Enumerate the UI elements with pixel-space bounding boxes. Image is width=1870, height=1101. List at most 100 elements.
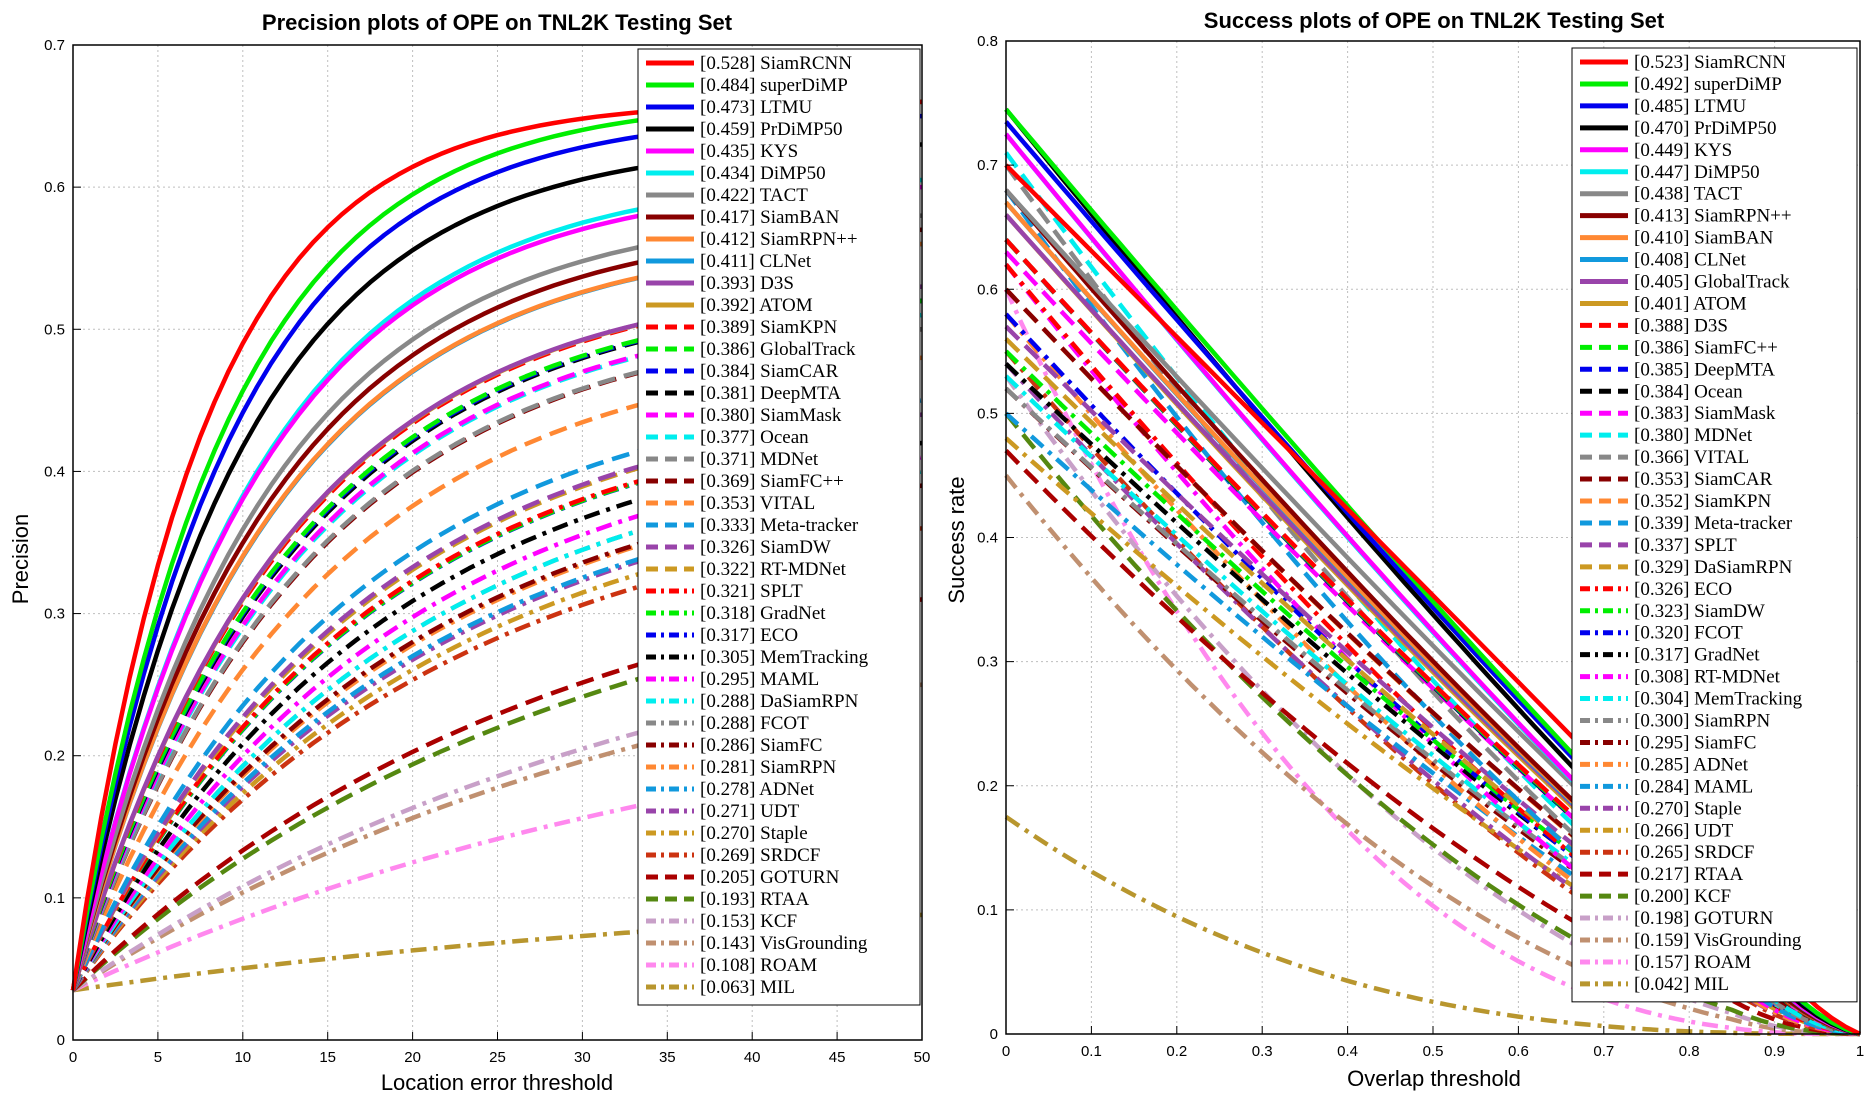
y-tick-label: 0.4 [44, 463, 65, 480]
legend-entry: [0.393] D3S [700, 273, 794, 294]
legend-entry: [0.473] LTMU [700, 97, 813, 118]
legend-entry: [0.353] VITAL [700, 493, 815, 514]
legend-entry: [0.377] Ocean [700, 427, 809, 448]
y-tick-label: 0.4 [977, 530, 998, 547]
x-tick-label: 35 [659, 1049, 676, 1066]
legend-entry: [0.271] UDT [700, 801, 800, 822]
legend-entry: [0.523] SiamRCNN [1634, 52, 1786, 73]
y-tick-label: 0 [57, 1032, 65, 1049]
y-tick-label: 0.7 [44, 37, 65, 54]
legend-entry: [0.366] VITAL [1634, 447, 1749, 468]
legend-entry: [0.270] Staple [700, 823, 808, 844]
legend-entry: [0.321] SPLT [700, 581, 803, 602]
legend-entry: [0.159] VisGrounding [1634, 930, 1802, 951]
legend-entry: [0.492] superDiMP [1634, 74, 1782, 95]
legend-entry: [0.317] GradNet [1634, 645, 1760, 666]
x-tick-label: 0.1 [1081, 1043, 1102, 1060]
x-tick-label: 15 [319, 1049, 336, 1066]
legend-entry: [0.157] ROAM [1634, 952, 1751, 973]
precision-x-axis-label: Location error threshold [381, 1070, 613, 1095]
legend-entry: [0.063] MIL [700, 977, 795, 998]
x-tick-label: 1 [1856, 1043, 1864, 1060]
legend-entry: [0.205] GOTURN [700, 867, 840, 888]
legend-entry: [0.284] MAML [1634, 776, 1753, 797]
legend-entry: [0.308] RT-MDNet [1634, 667, 1781, 688]
y-tick-label: 0.2 [977, 778, 998, 795]
y-tick-label: 0.2 [44, 748, 65, 765]
legend-entry: [0.143] VisGrounding [700, 933, 868, 954]
x-tick-label: 0.8 [1679, 1043, 1700, 1060]
series-line [1004, 349, 1861, 1037]
legend-entry: [0.270] Staple [1634, 798, 1742, 819]
legend-entry: [0.329] DaSiamRPN [1634, 557, 1793, 578]
legend-entry: [0.305] MemTracking [700, 647, 869, 668]
legend-entry: [0.318] GradNet [700, 603, 826, 624]
legend-entry: [0.281] SiamRPN [700, 757, 836, 778]
legend-entry: [0.198] GOTURN [1634, 908, 1774, 929]
legend-entry: [0.193] RTAA [700, 889, 809, 910]
legend-entry: [0.352] SiamKPN [1634, 491, 1772, 512]
legend-entry: [0.470] PrDiMP50 [1634, 118, 1777, 139]
series-line [1004, 411, 1861, 1037]
x-tick-label: 0.2 [1166, 1043, 1187, 1060]
precision-y-axis-label: Precision [8, 514, 33, 604]
series-line [70, 327, 923, 992]
success-ticks: 0 0.1 0.2 0.3 0.4 0.5 0.6 0.7 0.8 0.9 1 0 0.1 0.2 0.3 0… [977, 33, 1864, 1060]
legend-entry: [0.042] MIL [1634, 974, 1729, 995]
legend-entry: [0.369] SiamFC++ [700, 471, 844, 492]
legend-entry: [0.434] DiMP50 [700, 163, 826, 184]
x-tick-label: 10 [234, 1049, 251, 1066]
legend-entry: [0.317] ECO [700, 625, 798, 646]
legend-entry: [0.389] SiamKPN [700, 317, 838, 338]
legend-entry: [0.383] SiamMask [1634, 403, 1776, 424]
legend-entry: [0.435] KYS [700, 141, 798, 162]
x-tick-label: 0.5 [1423, 1043, 1444, 1060]
legend-entry: [0.449] KYS [1634, 140, 1732, 161]
success-legend: [0.523] SiamRCNN[0.492] superDiMP[0.485]… [1571, 47, 1858, 1003]
legend-entry: [0.401] ATOM [1634, 293, 1747, 314]
legend-entry: [0.385] DeepMTA [1634, 359, 1775, 380]
legend-entry: [0.153] KCF [700, 911, 797, 932]
series-line [71, 440, 923, 992]
legend-entry: [0.288] FCOT [700, 713, 809, 734]
y-tick-label: 0.1 [44, 890, 65, 907]
x-tick-label: 45 [829, 1049, 846, 1066]
x-tick-label: 50 [914, 1049, 931, 1066]
legend-entry: [0.288] DaSiamRPN [700, 691, 859, 712]
legend-entry: [0.285] ADNet [1634, 754, 1749, 775]
series-line [1004, 287, 1861, 1037]
x-tick-label: 25 [489, 1049, 506, 1066]
series-line [1004, 337, 1861, 1037]
series-line [71, 668, 923, 993]
series-line [1004, 473, 1861, 1037]
legend-entry: [0.326] ECO [1634, 579, 1732, 600]
precision-chart: Precision plots of OPE on TNL2K Testing … [8, 10, 930, 1095]
legend-entry: [0.371] MDNet [700, 449, 819, 470]
legend-entry: [0.322] RT-MDNet [700, 559, 847, 580]
legend-entry: [0.323] SiamDW [1634, 601, 1765, 622]
legend-entry: [0.405] GlobalTrack [1634, 272, 1790, 293]
x-tick-label: 5 [154, 1049, 162, 1066]
series-line [71, 483, 923, 992]
legend-entry: [0.326] SiamDW [700, 537, 831, 558]
legend-entry: [0.447] DiMP50 [1634, 162, 1760, 183]
legend-entry: [0.353] SiamCAR [1634, 469, 1773, 490]
legend-entry: [0.417] SiamBAN [700, 207, 840, 228]
legend-entry: [0.217] RTAA [1634, 864, 1743, 885]
legend-entry: [0.286] SiamFC [700, 735, 822, 756]
series-line [70, 412, 923, 992]
legend-entry: [0.269] SRDCF [700, 845, 820, 866]
legend-entry: [0.381] DeepMTA [700, 383, 841, 404]
legend-entry: [0.485] LTMU [1634, 96, 1747, 117]
precision-legend: [0.528] SiamRCNN[0.484] superDiMP[0.473]… [637, 48, 921, 1006]
legend-entry: [0.333] Meta-tracker [700, 515, 859, 536]
legend-entry: [0.484] superDiMP [700, 75, 848, 96]
y-tick-label: 0.5 [44, 321, 65, 338]
legend-entry: [0.386] GlobalTrack [700, 339, 856, 360]
legend-entry: [0.380] SiamMask [700, 405, 842, 426]
legend-entry: [0.384] Ocean [1634, 381, 1743, 402]
x-tick-label: 40 [744, 1049, 761, 1066]
x-tick-label: 0.6 [1508, 1043, 1529, 1060]
y-tick-label: 0.1 [977, 902, 998, 919]
